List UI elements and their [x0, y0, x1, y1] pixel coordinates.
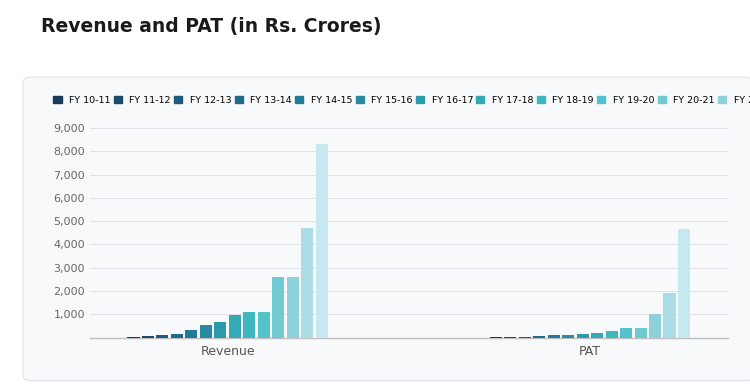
Bar: [562, 334, 574, 338]
Bar: [634, 328, 646, 338]
Bar: [128, 337, 140, 338]
Bar: [200, 326, 212, 338]
Bar: [185, 330, 197, 338]
FancyBboxPatch shape: [23, 77, 750, 381]
Bar: [591, 333, 603, 338]
Text: Revenue and PAT (in Rs. Crores): Revenue and PAT (in Rs. Crores): [41, 17, 382, 36]
Bar: [664, 293, 676, 338]
Bar: [620, 328, 632, 338]
Bar: [678, 229, 690, 338]
Bar: [258, 312, 270, 338]
Bar: [316, 144, 328, 338]
Bar: [577, 334, 589, 338]
Bar: [272, 277, 284, 338]
Bar: [229, 315, 241, 338]
Bar: [243, 312, 256, 338]
Bar: [286, 277, 299, 338]
Bar: [142, 336, 154, 338]
Bar: [548, 335, 560, 338]
Bar: [533, 336, 545, 338]
Bar: [649, 314, 661, 338]
Bar: [214, 322, 226, 338]
Bar: [171, 334, 183, 338]
Bar: [302, 228, 313, 338]
Bar: [605, 331, 618, 338]
Bar: [518, 337, 531, 338]
Bar: [157, 336, 169, 338]
Bar: [504, 337, 516, 338]
Legend: FY 10-11, FY 11-12, FY 12-13, FY 13-14, FY 14-15, FY 15-16, FY 16-17, FY 17-18, : FY 10-11, FY 11-12, FY 12-13, FY 13-14, …: [53, 96, 750, 105]
